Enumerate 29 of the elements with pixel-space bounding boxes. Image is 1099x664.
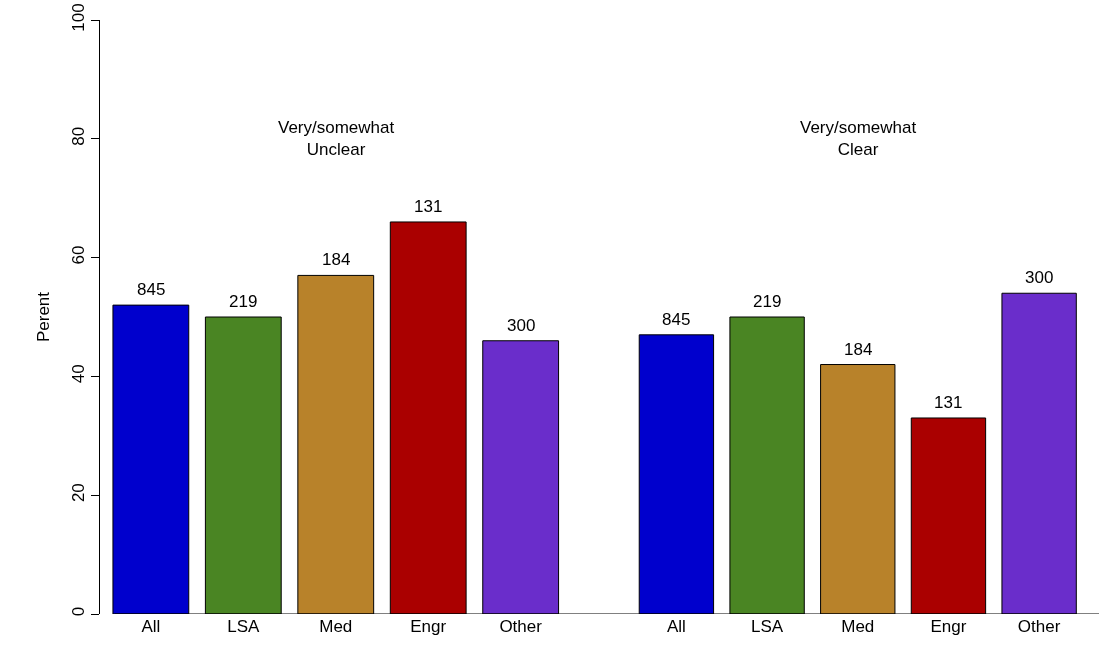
x-tick-label: All [141,617,161,636]
x-tick-label: Engr [410,617,447,636]
y-tick-label: 100 [69,3,89,32]
annotation: 845 [137,280,166,299]
x-tick-label: Med [841,617,875,636]
x-tick-label: Med [319,617,353,636]
y-tick-label: 80 [69,126,89,146]
annotation: 845 [662,310,691,329]
x-tick-label: LSA [227,617,261,636]
y-axis-title: Perent [33,291,53,343]
y-tick-label: 0 [69,606,89,617]
x-tick-label: All [666,617,686,636]
x-tick-label: LSA [751,617,784,636]
y-tick-label: 20 [69,483,89,503]
text: Very/somewhat Unclear [278,118,395,160]
x-tick-label: Engr [930,617,967,636]
annotation: 131 [934,393,963,412]
text: Very/somewhat Clear [800,118,917,160]
annotation: 300 [1025,268,1054,287]
annotation: 184 [844,340,873,359]
y-tick-label: 40 [69,364,89,384]
annotation: 219 [229,292,258,311]
x-tick-label: Other [1017,617,1061,636]
x-tick-label: Other [499,617,543,636]
y-tick-label: 60 [69,245,89,265]
annotation: 131 [414,197,443,216]
annotation: 219 [753,292,782,311]
annotation: 184 [322,250,351,269]
annotation: 300 [507,316,536,335]
